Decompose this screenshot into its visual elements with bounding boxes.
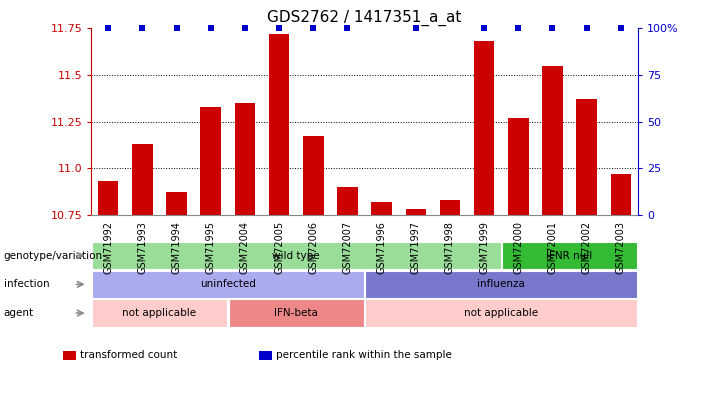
Bar xyxy=(405,209,426,215)
Text: agent: agent xyxy=(4,308,34,318)
Bar xyxy=(365,271,637,298)
Bar xyxy=(508,118,529,215)
Bar xyxy=(92,242,501,269)
Bar xyxy=(200,107,221,215)
Bar xyxy=(235,103,255,215)
Bar xyxy=(372,202,392,215)
Bar xyxy=(303,136,324,215)
Bar xyxy=(576,99,597,215)
Text: percentile rank within the sample: percentile rank within the sample xyxy=(276,350,452,360)
Bar xyxy=(98,181,118,215)
Bar xyxy=(63,351,76,360)
Bar xyxy=(166,192,186,215)
Text: influenza: influenza xyxy=(477,279,525,289)
Bar xyxy=(611,174,631,215)
Text: infection: infection xyxy=(4,279,49,289)
Text: IFNR null: IFNR null xyxy=(547,251,592,260)
Text: wild type: wild type xyxy=(273,251,320,260)
Text: transformed count: transformed count xyxy=(80,350,177,360)
Bar xyxy=(502,242,637,269)
Text: genotype/variation: genotype/variation xyxy=(4,251,102,260)
Bar xyxy=(259,351,272,360)
Bar xyxy=(365,299,637,327)
Text: IFN-beta: IFN-beta xyxy=(274,308,318,318)
Bar xyxy=(92,271,364,298)
Text: not applicable: not applicable xyxy=(123,308,196,318)
Text: uninfected: uninfected xyxy=(200,279,256,289)
Bar xyxy=(229,299,364,327)
Title: GDS2762 / 1417351_a_at: GDS2762 / 1417351_a_at xyxy=(267,9,462,26)
Bar xyxy=(92,299,227,327)
Bar xyxy=(132,144,153,215)
Text: not applicable: not applicable xyxy=(464,308,538,318)
Bar xyxy=(269,34,290,215)
Bar xyxy=(440,200,460,215)
Bar xyxy=(474,41,494,215)
Bar xyxy=(543,66,563,215)
Bar xyxy=(337,187,358,215)
